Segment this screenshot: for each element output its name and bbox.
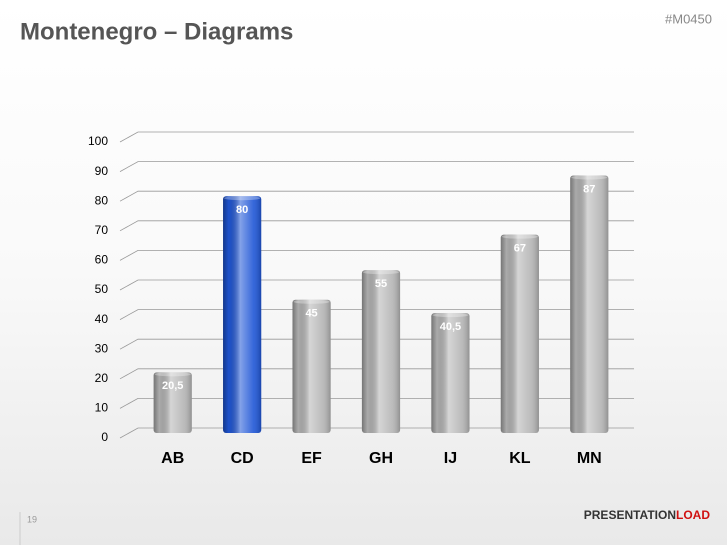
value-label: 67: [514, 243, 526, 255]
bar-shading: [223, 196, 262, 433]
bar-shading: [500, 234, 539, 433]
x-tick-label: MN: [577, 450, 602, 467]
bar-shading: [361, 270, 401, 433]
bar-top: [571, 175, 608, 180]
y-tick-label: 10: [95, 401, 109, 415]
y-tick-label: 50: [95, 282, 109, 296]
y-tick-label: 0: [101, 430, 108, 444]
value-label: 87: [583, 183, 595, 195]
y-tick-label: 60: [95, 253, 109, 267]
bar-top: [154, 372, 191, 377]
bar-top: [293, 299, 330, 304]
grid-line: [119, 220, 634, 232]
y-tick-label: 90: [95, 164, 109, 178]
grid-line: [119, 249, 634, 261]
grid-line: [119, 190, 634, 202]
value-label: 40,5: [440, 321, 461, 333]
bar-top: [501, 234, 538, 239]
x-tick-label: CD: [231, 450, 254, 467]
bar-top: [224, 196, 261, 201]
x-tick-label: KL: [509, 450, 531, 467]
bar-top: [432, 313, 469, 318]
logo: PRESENTATIONLOAD: [584, 508, 711, 522]
value-label: 80: [236, 204, 248, 216]
x-tick-label: GH: [369, 450, 393, 467]
page-number: 19: [27, 514, 37, 524]
y-tick-label: 70: [95, 223, 109, 237]
grid-line: [119, 131, 634, 143]
bar-shading: [570, 175, 609, 434]
value-label: 20,5: [162, 380, 183, 392]
slide-code: #M0450: [665, 11, 712, 26]
bar-shading: [153, 372, 192, 433]
y-tick-label: 20: [95, 371, 109, 385]
y-tick-label: 80: [95, 193, 109, 207]
grid-line: [119, 161, 634, 172]
x-tick-label: EF: [301, 450, 322, 467]
y-tick-label: 40: [95, 312, 109, 326]
bar-shading: [292, 299, 331, 433]
y-tick-label: 100: [88, 134, 108, 148]
value-label: 45: [305, 308, 317, 320]
grid-line: [119, 309, 634, 320]
logo-part: PRESENTATION: [584, 508, 676, 522]
slide-title: Montenegro – Diagrams: [20, 18, 293, 45]
y-tick-label: 30: [95, 341, 109, 355]
bar-top: [362, 270, 400, 275]
value-label: 55: [375, 278, 387, 290]
x-tick-label: IJ: [444, 450, 457, 467]
grid-line: [119, 279, 634, 291]
x-tick-label: AB: [161, 450, 184, 467]
logo-part: LOAD: [676, 508, 710, 522]
bar-shading: [431, 313, 470, 433]
plot: 0 10 20 30 40 50 60 70 80 90 100 AB 20,5 CD 80 EF 45 GH 55…: [88, 131, 634, 467]
